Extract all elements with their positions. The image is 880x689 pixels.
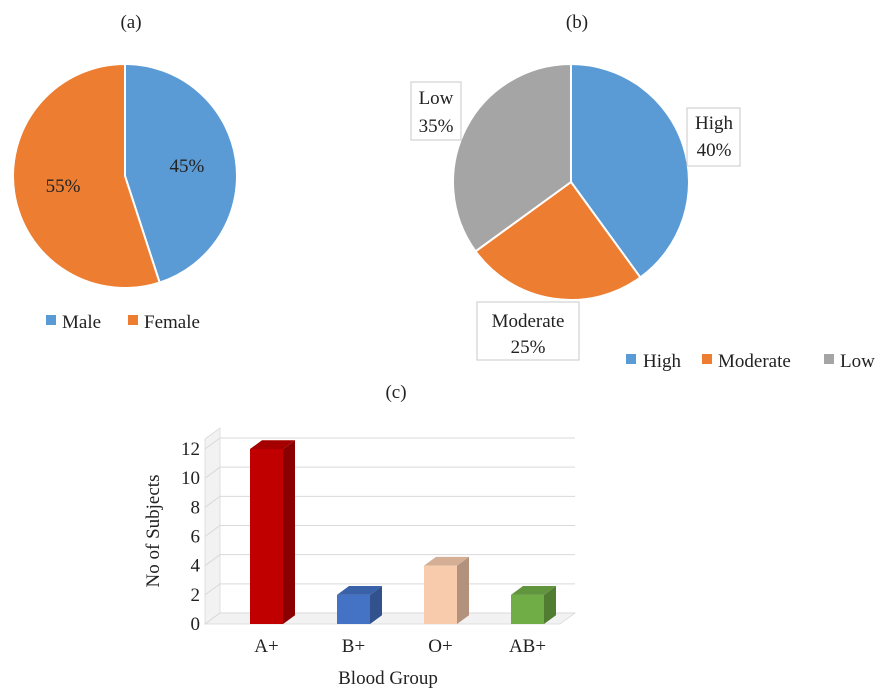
pie-a-slice-male bbox=[124, 62, 238, 284]
pie-b bbox=[452, 62, 690, 301]
bar-top-bpos bbox=[337, 586, 382, 595]
bar-abpos bbox=[511, 594, 544, 624]
bar-apos bbox=[250, 449, 283, 624]
legend-b-moderate-swatch bbox=[702, 354, 712, 364]
gridline bbox=[204, 466, 575, 479]
bar-side-bpos bbox=[370, 586, 382, 624]
x-tick-label: O+ bbox=[428, 636, 452, 657]
pie-a: 45% 55% bbox=[11, 62, 238, 289]
y-tick-label: 2 bbox=[191, 585, 201, 606]
gridline bbox=[204, 554, 575, 567]
bars bbox=[250, 440, 556, 624]
panel-b: (b) Low 35% High 40% Moderate 25% High M… bbox=[410, 12, 875, 372]
x-axis-ticks: A+ B+ O+ AB+ bbox=[254, 636, 546, 657]
legend-b: High Moderate Low bbox=[626, 351, 875, 372]
callout-moderate-name: Moderate bbox=[492, 311, 565, 332]
bar-top-abpos bbox=[511, 586, 556, 595]
legend-a-female-label: Female bbox=[144, 312, 200, 333]
callout-moderate-value: 25% bbox=[511, 337, 546, 358]
x-tick-label: AB+ bbox=[509, 636, 546, 657]
y-tick-label: 8 bbox=[191, 497, 201, 518]
bar-bpos bbox=[337, 594, 370, 624]
y-tick-label: 6 bbox=[191, 527, 201, 548]
x-tick-label: A+ bbox=[254, 636, 278, 657]
callout-moderate-box bbox=[476, 301, 580, 361]
panel-c: (c) 0 2 4 6 8 10 12 A+ B+ O+ AB+ No of Subjects B… bbox=[143, 382, 577, 689]
gridline bbox=[204, 495, 575, 508]
y-tick-label: 10 bbox=[181, 468, 200, 489]
legend-a: Male Female bbox=[46, 312, 200, 333]
legend-b-moderate-label: Moderate bbox=[718, 351, 791, 372]
y-tick-label: 12 bbox=[181, 439, 200, 460]
callout-low-name: Low bbox=[419, 88, 454, 109]
legend-b-high-label: High bbox=[643, 351, 682, 372]
pie-b-slice-moderate bbox=[474, 180, 642, 301]
bar-side-apos bbox=[283, 440, 295, 624]
bar-opos bbox=[424, 565, 457, 624]
callouts-b: Low 35% High 40% Moderate 25% bbox=[410, 81, 741, 361]
callout-high-box bbox=[686, 107, 741, 167]
legend-b-low-label: Low bbox=[840, 351, 875, 372]
y-tick-label: 4 bbox=[191, 556, 201, 577]
panel-c-label: (c) bbox=[385, 382, 406, 403]
gridline bbox=[204, 525, 575, 537]
bar-side-opos bbox=[457, 556, 469, 624]
callout-high-value: 40% bbox=[697, 140, 732, 161]
x-tick-label: B+ bbox=[342, 636, 365, 657]
callout-low-box bbox=[410, 81, 462, 141]
pie-a-slice-label-male: 45% bbox=[170, 156, 205, 177]
callout-low-value: 35% bbox=[419, 116, 454, 137]
gridline bbox=[204, 437, 575, 450]
y-axis-ticks: 0 2 4 6 8 10 12 bbox=[181, 439, 201, 635]
y-axis-title: No of Subjects bbox=[143, 475, 164, 588]
pie-b-slice-low bbox=[452, 62, 572, 253]
bar-top-opos bbox=[424, 556, 469, 566]
pie-a-slice-label-female: 55% bbox=[46, 176, 81, 197]
legend-a-female-swatch bbox=[128, 315, 138, 325]
legend-b-high-swatch bbox=[626, 354, 636, 364]
y-tick-label: 0 bbox=[191, 614, 201, 635]
legend-a-male-label: Male bbox=[62, 312, 101, 333]
panel-a: (a) 45% 55% Male Female bbox=[11, 12, 238, 333]
panel-a-label: (a) bbox=[120, 12, 141, 33]
legend-a-male-swatch bbox=[46, 315, 56, 325]
bar-side-abpos bbox=[544, 586, 556, 624]
callout-high-name: High bbox=[695, 113, 734, 134]
legend-b-low-swatch bbox=[824, 354, 834, 364]
panel-b-label: (b) bbox=[566, 12, 588, 33]
pie-a-slice-female bbox=[11, 62, 161, 289]
pie-b-slice-high bbox=[570, 62, 690, 279]
bar-top-apos bbox=[250, 440, 295, 449]
x-axis-title: Blood Group bbox=[338, 668, 438, 689]
chart-c-side-wall bbox=[204, 427, 221, 625]
